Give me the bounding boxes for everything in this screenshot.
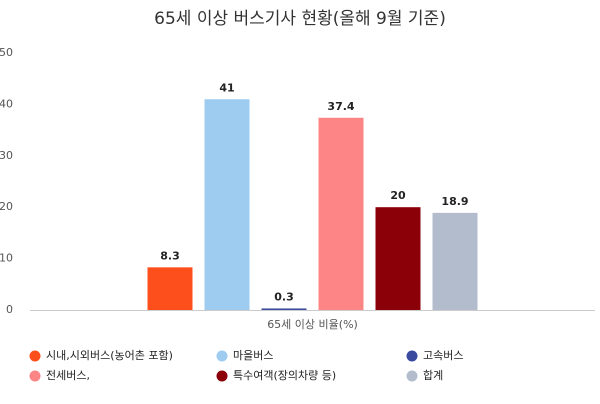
legend-label: 고속버스: [423, 349, 463, 362]
legend-marker: [216, 350, 228, 362]
value-label: 8.3: [160, 249, 180, 262]
legend-marker: [406, 370, 418, 382]
bar: [261, 308, 307, 310]
legend-marker: [216, 370, 228, 382]
bar: [204, 99, 250, 310]
y-tick-label: 10: [0, 252, 13, 265]
bar: [318, 117, 364, 310]
x-tick-label: 65세 이상 비율(%): [267, 318, 358, 331]
value-label: 20: [390, 189, 406, 202]
bar: [432, 212, 478, 310]
value-label: 41: [219, 81, 234, 94]
y-tick-label: 20: [0, 200, 13, 213]
legend-marker: [406, 350, 418, 362]
legend-marker: [29, 350, 41, 362]
y-tick-label: 0: [6, 303, 13, 316]
value-label: 37.4: [327, 100, 354, 113]
chart-title: 65세 이상 버스기사 현황(올해 9월 기준): [154, 9, 446, 29]
legend-label: 합계: [423, 369, 443, 382]
legend-label: 전세버스,: [46, 369, 90, 382]
legend-label: 특수여객(장의차량 등): [233, 369, 336, 382]
legend-label: 마을버스: [233, 349, 273, 362]
bar: [147, 267, 193, 310]
value-label: 0.3: [274, 290, 294, 303]
y-tick-label: 50: [0, 46, 13, 59]
y-tick-label: 30: [0, 149, 13, 162]
bar: [375, 207, 421, 310]
y-tick-label: 40: [0, 97, 13, 110]
legend-label: 시내,시외버스(농어촌 포함): [46, 349, 173, 362]
value-label: 18.9: [441, 195, 468, 208]
legend-marker: [29, 370, 41, 382]
